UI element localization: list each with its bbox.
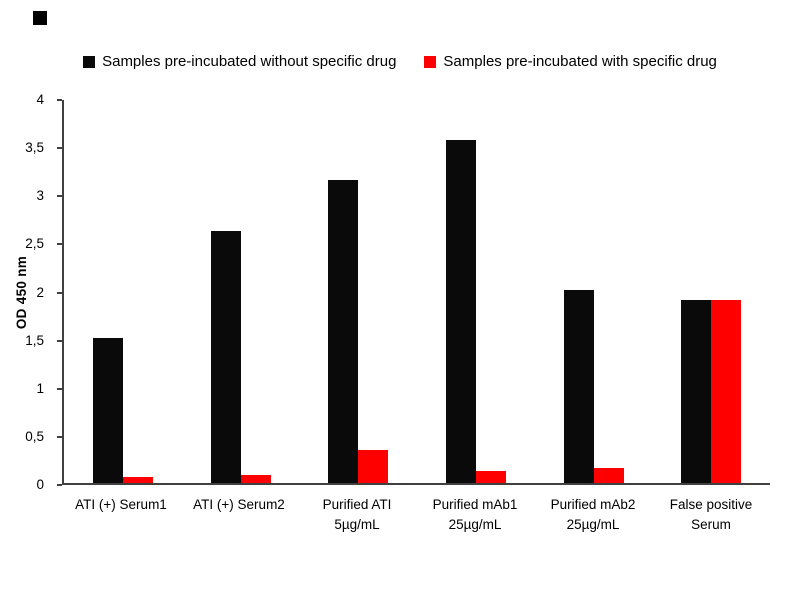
bar-group — [64, 100, 182, 483]
y-axis-ticks: 0 0,5 1 1,5 2 2,5 3 3,5 4 — [0, 92, 62, 492]
bar-without-drug — [445, 140, 476, 483]
legend-item-with-drug: Samples pre-incubated with specific drug — [424, 53, 717, 70]
bar-with-drug — [358, 449, 389, 483]
x-category-label: ATI (+) Serum1 — [75, 497, 167, 512]
y-tick-mark — [57, 195, 62, 198]
bar-without-drug — [92, 338, 123, 483]
legend-swatch-black-icon — [83, 55, 96, 68]
x-category-label: Purified ATI 5µg/mL — [322, 497, 392, 532]
y-tick-label: 0 — [36, 477, 44, 492]
plot-area — [62, 100, 770, 485]
y-tick-label: 0,5 — [25, 428, 44, 444]
y-tick-label: 1,5 — [25, 332, 44, 348]
y-tick-mark — [57, 291, 62, 294]
y-tick-mark — [57, 484, 62, 486]
y-tick-label: 2,5 — [25, 236, 44, 252]
x-category-label: Purified mAb1 25µg/mL — [432, 497, 518, 532]
y-tick-label: 4 — [36, 92, 44, 107]
bar-without-drug — [328, 180, 359, 483]
bar-without-drug — [210, 231, 241, 483]
y-tick-mark — [57, 387, 62, 390]
y-tick-mark — [57, 147, 62, 150]
y-tick-mark — [57, 435, 62, 438]
top-left-mark — [33, 11, 47, 25]
y-tick-label: 1 — [36, 380, 44, 396]
bar-group — [299, 100, 417, 483]
bar-group — [652, 100, 770, 483]
legend-label-without-drug: Samples pre-incubated without specific d… — [102, 53, 397, 70]
y-tick-label: 2 — [36, 284, 44, 300]
y-tick-label: 3 — [36, 188, 44, 204]
bar-with-drug — [240, 475, 271, 483]
bar-with-drug — [122, 477, 153, 483]
y-tick-label: 3,5 — [25, 140, 44, 156]
x-category-label: False positive Serum — [669, 497, 753, 532]
bar-group — [182, 100, 300, 483]
bar-without-drug — [563, 289, 594, 483]
bar-with-drug — [593, 467, 624, 483]
x-category-label: ATI (+) Serum2 — [193, 497, 285, 512]
bar-without-drug — [681, 300, 712, 483]
bar-group — [535, 100, 653, 483]
legend-swatch-red-icon — [424, 55, 437, 68]
x-category-label: Purified mAb2 25µg/mL — [550, 497, 636, 532]
legend: Samples pre-incubated without specific d… — [0, 53, 800, 70]
legend-item-without-drug: Samples pre-incubated without specific d… — [83, 53, 396, 70]
y-tick-mark — [57, 243, 62, 246]
legend-label-with-drug: Samples pre-incubated with specific drug — [443, 53, 717, 70]
y-tick-mark — [57, 99, 62, 101]
bar-group — [417, 100, 535, 483]
y-tick-mark — [57, 339, 62, 342]
x-axis-labels: ATI (+) Serum1 ATI (+) Serum2 Purified ATI… — [62, 487, 770, 534]
bar-with-drug — [711, 300, 742, 483]
bar-with-drug — [475, 470, 506, 483]
